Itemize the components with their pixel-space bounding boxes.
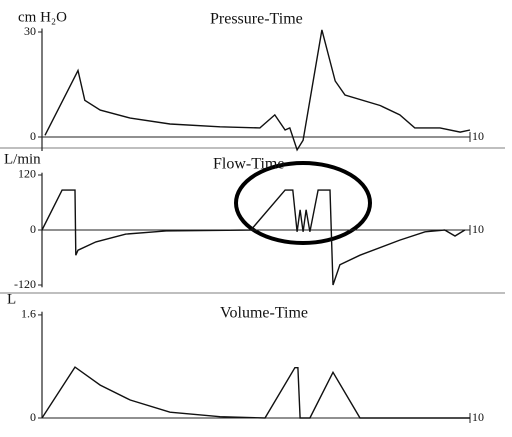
y-tick-label: 1.6 (21, 307, 36, 321)
y-tick-label: 0 (30, 129, 36, 143)
panel-title: Flow-Time (213, 156, 284, 173)
x-tick-label: 10 (472, 222, 484, 236)
highlight-ellipse (234, 161, 372, 245)
y-tick-label: 0 (30, 410, 36, 424)
y-tick-label: -120 (14, 277, 36, 291)
trace-line (41, 366, 470, 419)
trace-line (44, 29, 471, 152)
x-tick-label: 10 (472, 129, 484, 143)
panel-title: Pressure-Time (210, 11, 303, 28)
y-axis-label: cm H₂O (18, 9, 67, 25)
trace-line (41, 189, 466, 286)
y-tick-label: 0 (30, 222, 36, 236)
y-tick-label: 120 (18, 167, 36, 181)
x-tick-label: 10 (472, 410, 484, 424)
panel-title: Volume-Time (220, 305, 308, 322)
y-axis-label: L (7, 291, 16, 307)
y-axis-label: L/min (4, 151, 41, 167)
y-tick-label: 30 (24, 24, 36, 38)
